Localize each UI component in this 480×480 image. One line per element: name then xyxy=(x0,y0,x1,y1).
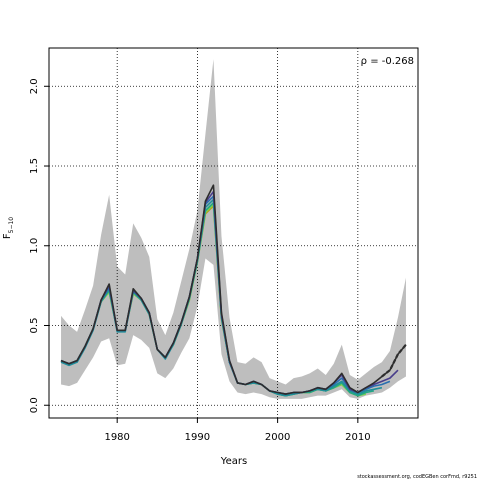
plot-frame xyxy=(48,47,419,419)
series-layer xyxy=(60,184,407,397)
x-tick-label: 2000 xyxy=(265,432,290,443)
footer-credit: stockassessment.org, codEGBen corFmd, r9… xyxy=(357,474,477,480)
y-axis-title-main: F xyxy=(2,233,13,239)
series-line-0 xyxy=(60,184,407,395)
x-tick-label: 1990 xyxy=(185,432,210,443)
x-tick-label: 1980 xyxy=(104,432,129,443)
y-tick-label: 1.5 xyxy=(29,158,40,174)
y-tick-label: 2.0 xyxy=(29,78,40,94)
y-tick-label: 0.5 xyxy=(29,318,40,334)
y-axis-title: F5−10 xyxy=(2,217,15,239)
rho-annotation: ρ = -0.268 xyxy=(361,56,414,67)
y-axis-ticks: 0.0 0.5 1.0 1.5 2.0 xyxy=(29,78,49,413)
confidence-band xyxy=(61,59,406,399)
y-tick-label: 1.0 xyxy=(29,238,40,254)
x-tick-label: 2010 xyxy=(345,432,370,443)
y-tick-label: 0.0 xyxy=(29,397,40,413)
y-axis-title-subscript: 5−10 xyxy=(8,217,15,234)
x-axis-title: Years xyxy=(220,456,247,467)
confidence-band-layer xyxy=(61,59,406,399)
x-axis-ticks: 1980 1990 2000 2010 xyxy=(104,418,371,443)
svg-text:F5−10: F5−10 xyxy=(2,217,15,239)
